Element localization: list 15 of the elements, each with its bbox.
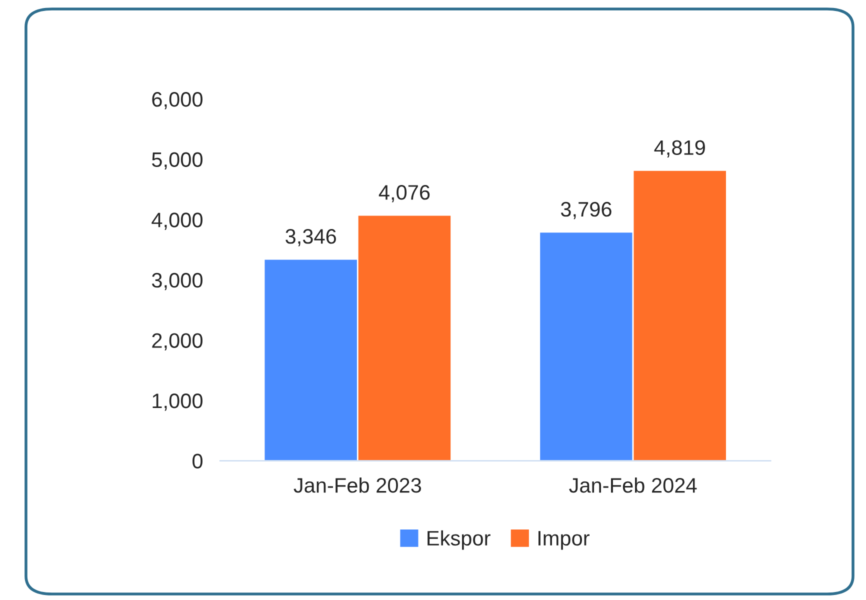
y-tick-label: 3,000 xyxy=(152,272,202,290)
legend-label: Impor xyxy=(538,531,590,550)
y-tick-label: 0 xyxy=(192,454,202,469)
x-tick-label: Jan-Feb 2023 xyxy=(294,477,422,493)
y-tick-label: 4,000 xyxy=(152,212,202,230)
y-tick-label: 5,000 xyxy=(152,152,202,170)
y-tick-label: 1,000 xyxy=(152,394,202,411)
y-tick-label: 2,000 xyxy=(152,333,202,350)
data-label: 4,819 xyxy=(654,140,705,158)
data-label: 3,346 xyxy=(286,229,336,246)
data-label: 3,796 xyxy=(560,202,612,220)
data-label: 4,076 xyxy=(378,185,430,202)
legend-label: Ekspor xyxy=(428,530,490,550)
y-tick-label: 6,000 xyxy=(152,92,202,110)
x-tick-label: Jan-Feb 2024 xyxy=(569,477,697,493)
